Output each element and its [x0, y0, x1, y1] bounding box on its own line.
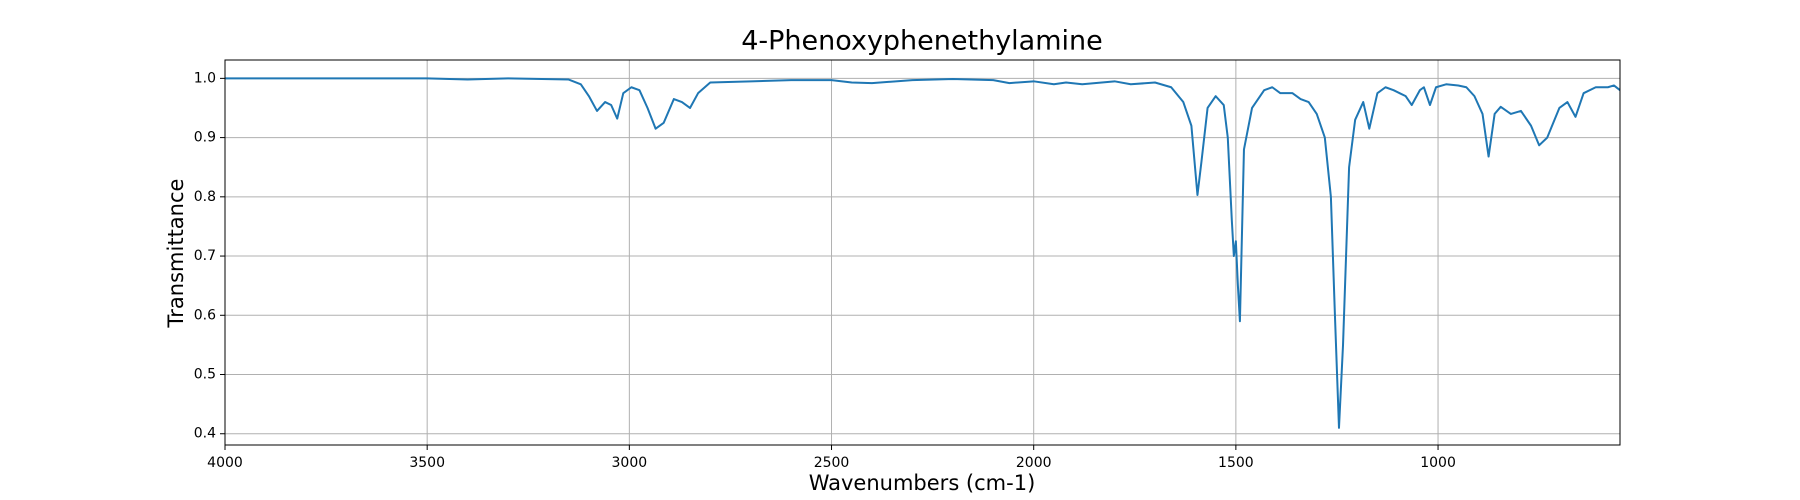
y-tick-label: 0.6 — [194, 307, 216, 323]
y-tick-label: 0.5 — [194, 367, 216, 383]
x-tick-label: 1500 — [1218, 455, 1254, 471]
y-axis-label: Transmittance — [164, 179, 188, 329]
y-tick-label: 0.9 — [194, 130, 216, 146]
chart-title: 4-Phenoxyphenethylamine — [741, 26, 1103, 57]
plot-frame — [224, 59, 1621, 446]
y-tick-label: 1.0 — [194, 70, 216, 86]
x-tick-label: 1000 — [1420, 455, 1456, 471]
y-tick-label: 0.7 — [194, 248, 216, 264]
y-tick-label: 0.4 — [194, 426, 216, 442]
y-tick-label: 0.8 — [194, 189, 216, 205]
x-axis-label: Wavenumbers (cm-1) — [809, 471, 1036, 495]
spectrum-line — [225, 77, 1621, 429]
x-tick-label: 3500 — [409, 455, 445, 471]
x-tick-label: 2000 — [1016, 455, 1052, 471]
x-tick-label: 4000 — [207, 455, 243, 471]
x-tick-label: 2500 — [814, 455, 850, 471]
x-tick-label: 3000 — [612, 455, 648, 471]
